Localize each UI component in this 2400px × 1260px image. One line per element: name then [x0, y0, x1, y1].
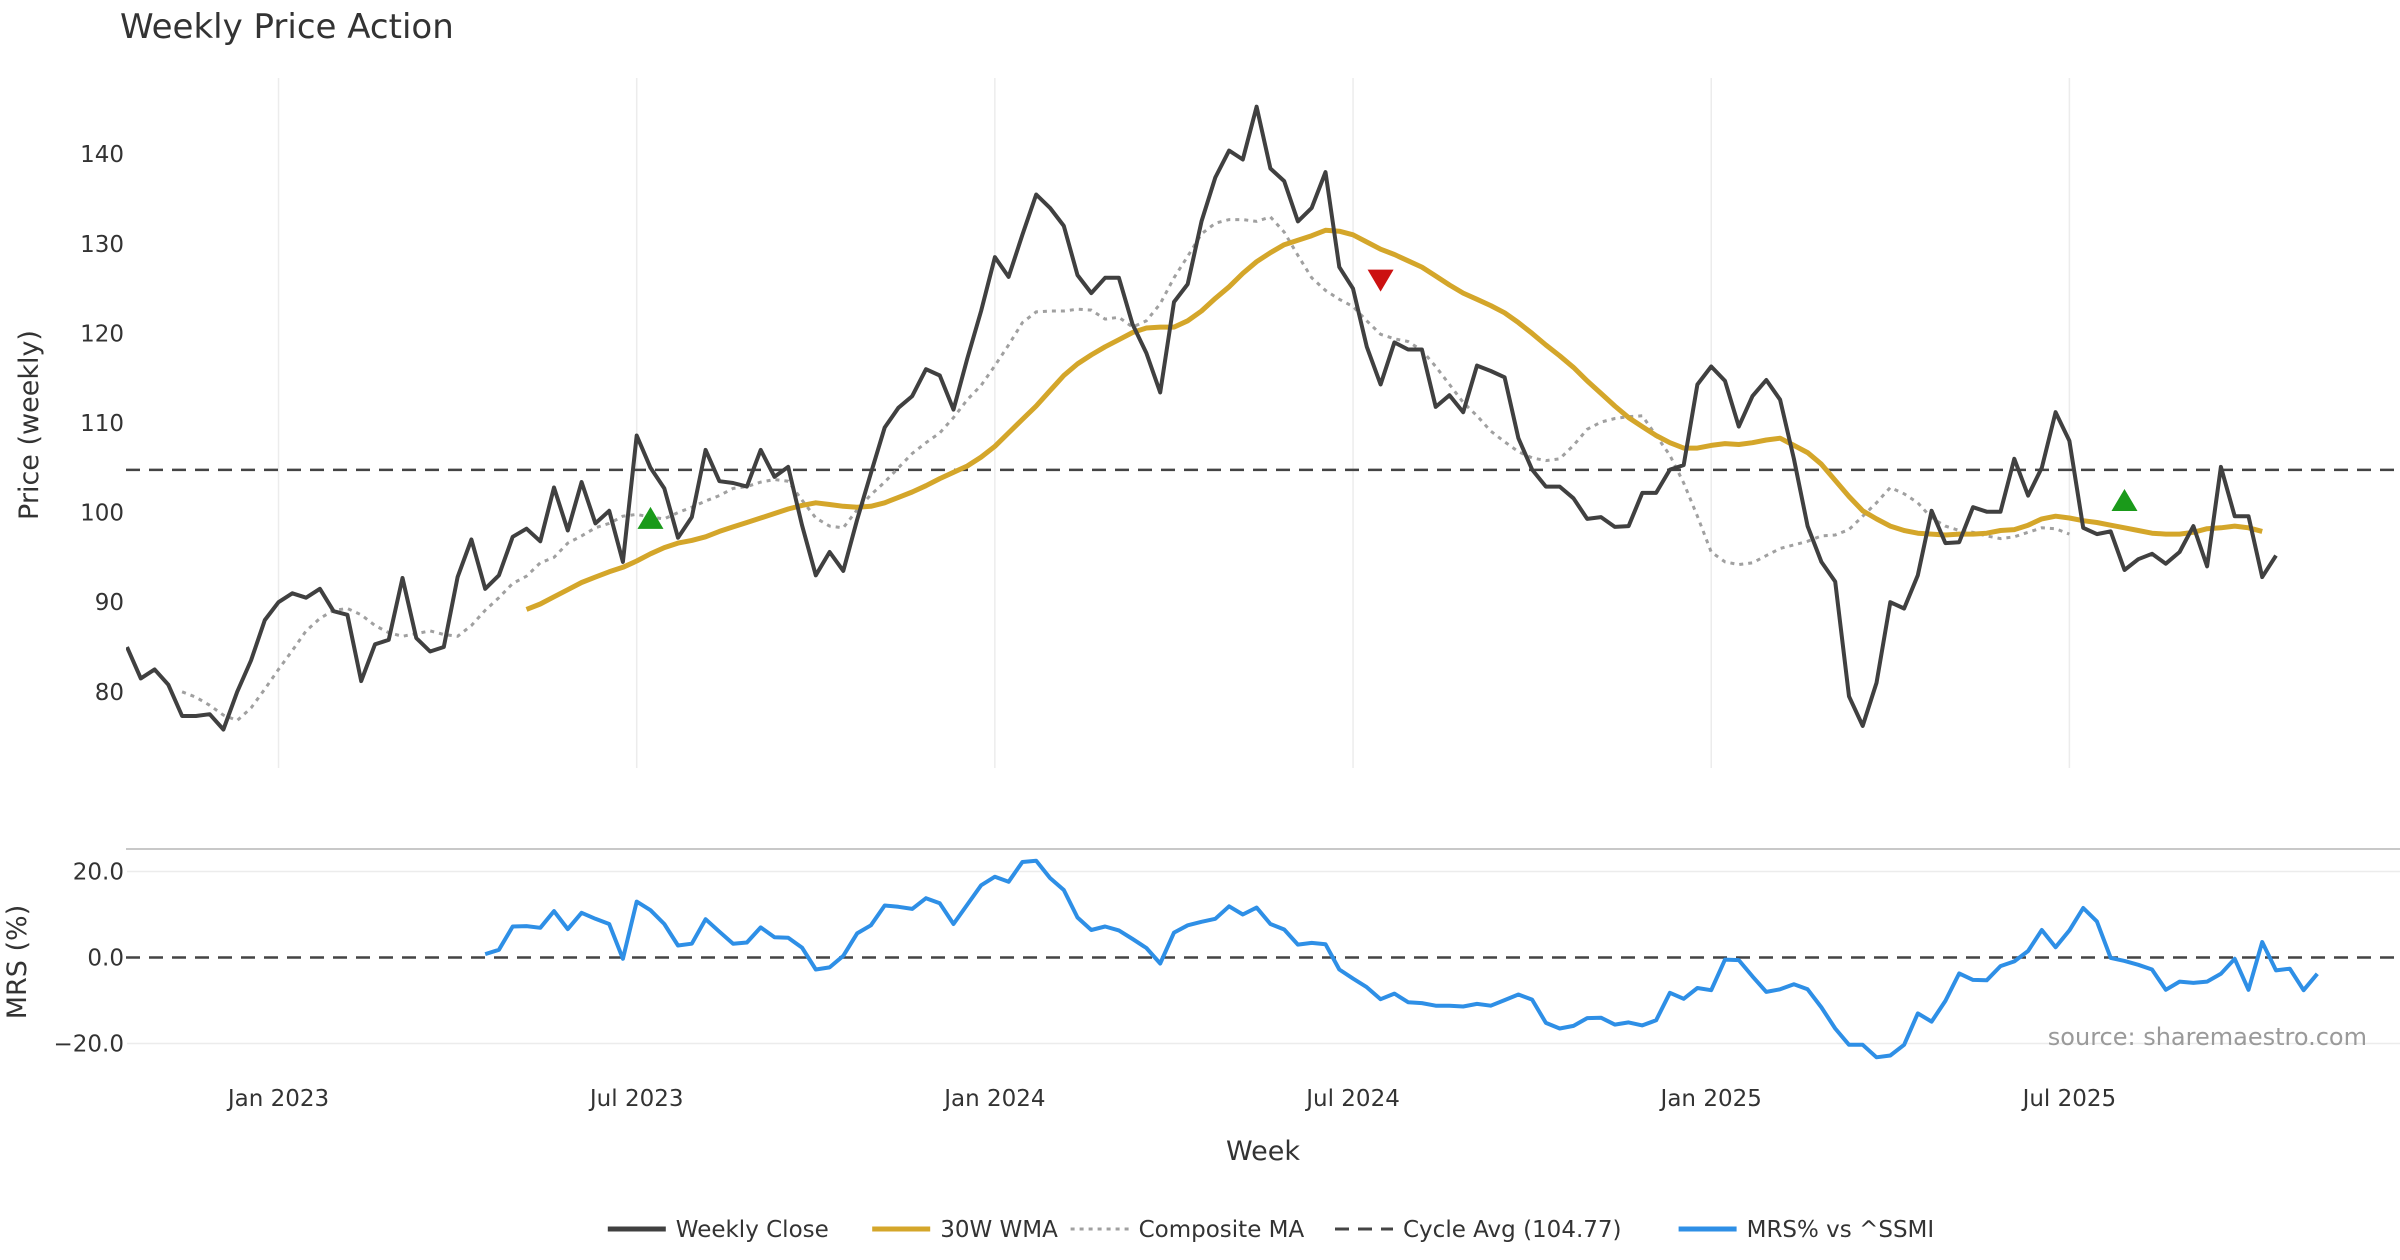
x-axis-label: Week: [1226, 1136, 1300, 1167]
legend-label: MRS% vs ^SSMI: [1747, 1217, 1935, 1243]
x-tick-label: Jan 2024: [942, 1086, 1045, 1112]
buy-signal-marker: [637, 506, 664, 529]
mrs-line: [484, 858, 2319, 1060]
buy-signal-marker: [2111, 488, 2138, 511]
legend-item: 30W WMA: [872, 1217, 1058, 1243]
source-note: source: sharemaestro.com: [2048, 1023, 2367, 1051]
legend-item: Composite MA: [1070, 1217, 1305, 1243]
price-panel: 80 90 100 110 120 130 140 Price (weekly): [14, 78, 2400, 768]
price-y-tick-label: 140: [80, 142, 124, 168]
mrs-panel: 20.0 0.0 −20.0 MRS (%) source: sharemaestr…: [2, 848, 2400, 1060]
legend-label: Composite MA: [1139, 1217, 1305, 1243]
price-y-tick-label: 130: [80, 232, 124, 258]
mrs-y-tick-label: −20.0: [54, 1032, 124, 1058]
mrs-y-tick-label: 20.0: [73, 860, 124, 886]
legend-label: Weekly Close: [676, 1217, 829, 1243]
price-y-tick-label: 100: [80, 501, 124, 527]
price-y-tick-label: 90: [95, 590, 124, 616]
x-tick-label: Jul 2023: [588, 1086, 684, 1112]
x-tick-label: Jul 2024: [1304, 1086, 1400, 1112]
legend-item: MRS% vs ^SSMI: [1678, 1217, 1935, 1243]
price-vertical-gridlines: [277, 78, 2071, 768]
legend-item: Cycle Avg (104.77): [1335, 1217, 1622, 1243]
mrs-y-axis-label: MRS (%): [2, 905, 33, 1020]
sell-signal-marker: [1367, 269, 1394, 292]
legend-label: 30W WMA: [940, 1217, 1058, 1243]
price-y-tick-label: 80: [95, 680, 124, 706]
chart-title: Weekly Price Action: [120, 7, 454, 47]
price-y-tick-label: 120: [80, 321, 124, 347]
mrs-y-axis-ticks: 20.0 0.0 −20.0: [54, 860, 124, 1058]
legend: Weekly Close 30W WMA Composite MA Cycle Avg…: [607, 1217, 1935, 1243]
x-tick-label: Jul 2025: [2021, 1086, 2117, 1112]
wma-30w-line: [525, 227, 2263, 612]
price-y-axis-ticks: 80 90 100 110 120 130 140: [80, 142, 124, 706]
composite-ma-line: [181, 215, 2070, 723]
signal-markers: [637, 269, 2138, 529]
x-tick-label: Jan 2023: [226, 1086, 329, 1112]
x-tick-label: Jan 2025: [1659, 1086, 1762, 1112]
x-axis-ticks: Jan 2023 Jul 2023 Jan 2024 Jul 2024 Jan 2025…: [226, 1086, 2116, 1112]
price-y-tick-label: 110: [80, 411, 124, 437]
mrs-horizontal-gridlines: [127, 870, 2400, 1045]
weekly-close-line: [126, 104, 2278, 732]
mrs-y-tick-label: 0.0: [87, 946, 124, 972]
legend-label: Cycle Avg (104.77): [1403, 1217, 1622, 1243]
price-y-axis-label: Price (weekly): [14, 330, 45, 520]
legend-item: Weekly Close: [607, 1217, 829, 1243]
